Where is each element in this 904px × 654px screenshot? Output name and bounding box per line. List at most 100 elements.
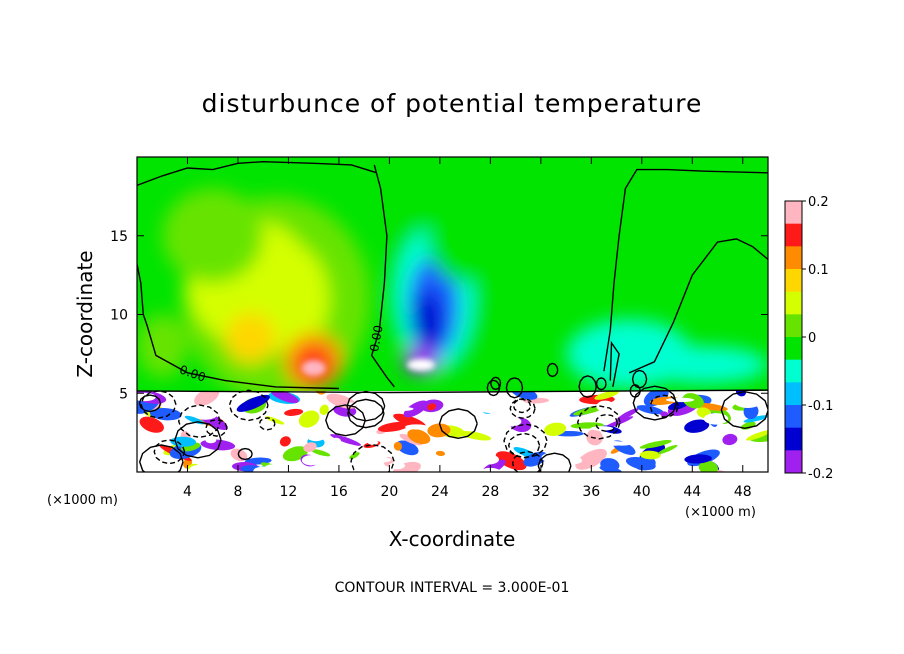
contour-line	[228, 389, 269, 422]
field-patch	[594, 391, 619, 400]
colorbar-swatch	[785, 223, 802, 247]
field-patch	[639, 440, 672, 449]
field-patch	[495, 451, 527, 471]
field-patch	[270, 391, 299, 404]
x-tick-label: 36	[582, 484, 600, 500]
field-patch	[139, 416, 164, 433]
field-cell	[427, 188, 503, 283]
y-tick-label: 10	[110, 308, 128, 324]
contour-line	[629, 383, 641, 398]
contour-line	[507, 432, 541, 459]
field-gap	[222, 428, 246, 434]
contour-line	[174, 421, 222, 459]
colorbar	[784, 200, 803, 474]
contour-line	[511, 450, 544, 472]
x-axis-unit-left: (×1000 m)	[47, 493, 118, 508]
colorbar-swatch	[785, 427, 802, 451]
colorbar-swatch	[785, 314, 802, 338]
contour-line	[137, 263, 339, 390]
field-gap	[611, 441, 633, 446]
contour-line	[649, 394, 679, 418]
colorbar-swatch	[785, 337, 802, 361]
field-cell	[137, 314, 188, 378]
field-gap	[352, 430, 374, 439]
field-patch	[523, 451, 548, 467]
field-patch	[303, 442, 317, 453]
colorbar-tick-label: -0.1	[808, 399, 833, 414]
field-patch	[236, 394, 270, 412]
field-patch	[459, 431, 492, 441]
field-gap	[466, 458, 477, 470]
plot-area: 0.000.00	[137, 157, 768, 472]
field-gap	[501, 416, 522, 427]
x-axis-unit-right: (×1000 m)	[685, 505, 756, 520]
field-gap	[371, 457, 392, 463]
x-tick-label: 20	[380, 484, 398, 500]
field-gap	[703, 413, 729, 425]
field-patch	[658, 444, 678, 454]
field-patch	[403, 400, 428, 418]
contour-line	[720, 390, 768, 430]
field-patch	[349, 452, 360, 460]
contour-line	[631, 369, 648, 389]
contour-line	[205, 419, 228, 437]
field-gap	[189, 464, 211, 472]
y-tick-label: 5	[119, 386, 128, 402]
x-tick-label: 48	[734, 484, 752, 500]
contour-line	[258, 417, 276, 431]
colorbar-tick-label: 0	[808, 331, 816, 346]
contour-label: 0.00	[367, 324, 385, 353]
field-gap	[496, 394, 509, 401]
field-gap	[367, 440, 379, 445]
field-patch	[265, 416, 285, 425]
field-patch	[600, 458, 620, 472]
field-patch	[284, 408, 304, 416]
field-gap	[665, 397, 695, 403]
contour-line	[140, 390, 177, 419]
y-axis-label: Z-coordinate	[73, 250, 97, 377]
contour-line	[578, 375, 597, 399]
contour-line	[595, 377, 607, 391]
x-axis-ticks: 4 8 12 16 20 24 28 32 36 40 44 48	[183, 157, 752, 500]
contour-line	[609, 340, 620, 388]
field-gap	[193, 410, 218, 420]
colorbar-swatch	[785, 291, 802, 315]
field-gap	[480, 454, 499, 465]
contour-line	[546, 362, 559, 378]
field-patch	[639, 450, 661, 460]
field-gap	[233, 440, 250, 446]
contour-line	[628, 238, 768, 374]
field-gap	[544, 410, 571, 418]
contour-line	[632, 385, 678, 421]
contour-line	[347, 398, 385, 429]
field-patch	[407, 429, 431, 445]
field-gap	[147, 453, 168, 466]
contour-line	[346, 390, 386, 422]
y-tick-label: 15	[110, 229, 128, 245]
colorbar-swatch	[785, 359, 802, 383]
contour-line	[490, 376, 502, 391]
field-patch	[377, 421, 410, 432]
field-gap	[330, 437, 342, 445]
contour-line	[237, 447, 253, 461]
field-patch	[660, 411, 669, 417]
contour-line	[350, 443, 395, 472]
field-patch	[298, 410, 320, 428]
colorbar-tick-label: 0.2	[808, 195, 829, 210]
colorbar-swatch	[785, 382, 802, 406]
x-tick-label: 24	[431, 484, 449, 500]
colorbar-swatch	[785, 450, 802, 474]
contour-line	[576, 405, 621, 440]
contour-line	[138, 394, 162, 413]
contour-line	[370, 164, 395, 388]
field-cell	[225, 312, 276, 364]
field-patch	[743, 415, 768, 423]
field-gap	[590, 426, 614, 431]
chart-title: disturbunce of potential temperature	[202, 89, 703, 118]
field-patch	[722, 433, 738, 446]
x-tick-label: 32	[532, 484, 550, 500]
field-patch	[330, 434, 362, 446]
field-patch	[427, 403, 437, 411]
field-patch	[510, 391, 538, 400]
